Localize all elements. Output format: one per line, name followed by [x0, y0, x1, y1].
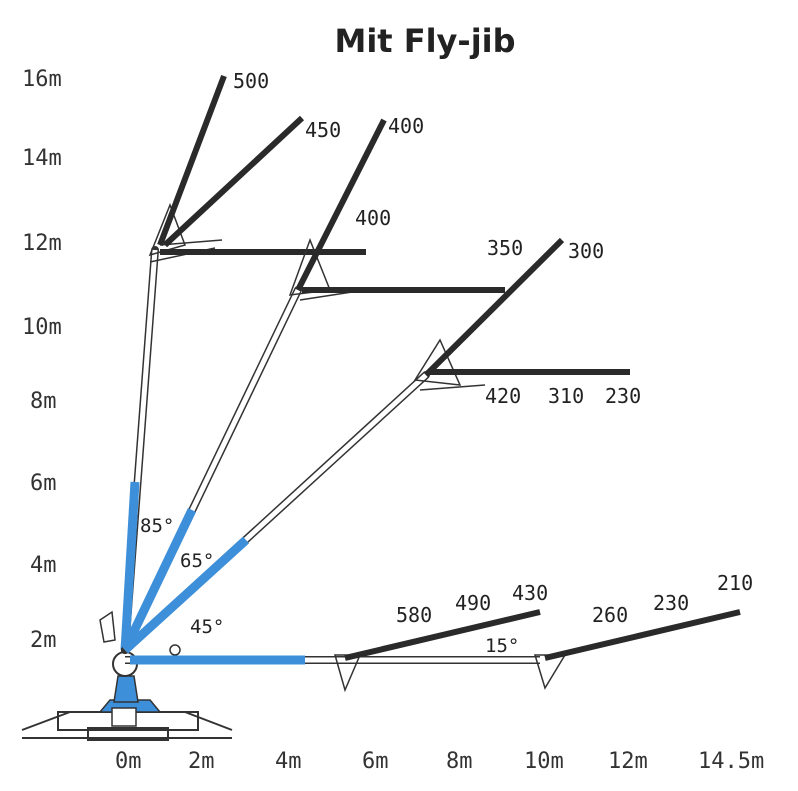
boom-horizontal	[125, 654, 567, 693]
x-tick-10m: 10m	[524, 749, 564, 774]
y-tick-16m: 16m	[22, 67, 62, 92]
jib-horizontal-long	[544, 609, 741, 661]
load-230-long: 230	[653, 591, 689, 615]
angle-85-label: 85°	[140, 515, 174, 537]
y-tick-12m: 12m	[22, 231, 62, 256]
load-450: 450	[305, 118, 341, 142]
load-210: 210	[717, 571, 753, 595]
load-430: 430	[512, 581, 548, 605]
x-tick-14-5m: 14.5m	[698, 749, 764, 774]
slewing-column	[113, 675, 139, 703]
load-400-tip: 400	[388, 114, 424, 138]
load-500: 500	[233, 69, 269, 93]
jib-horizontal-short	[344, 609, 541, 661]
jib-45-steep	[423, 237, 565, 378]
crane-base	[21, 610, 233, 741]
y-tick-2m: 2m	[30, 628, 57, 653]
load-580: 580	[396, 603, 432, 627]
jib-65-steep	[295, 118, 387, 292]
x-tick-12m: 12m	[608, 749, 648, 774]
load-260: 260	[592, 603, 628, 627]
load-400-jib: 400	[355, 206, 391, 230]
load-300: 300	[568, 239, 604, 263]
y-axis: 16m 14m 12m 10m 8m 6m 4m 2m	[22, 67, 62, 653]
load-310: 310	[548, 384, 584, 408]
angle-15-label: 15°	[485, 635, 519, 657]
angle-65-label: 65°	[180, 550, 214, 572]
boom-45	[121, 338, 486, 654]
jib-85-steep	[157, 74, 227, 247]
x-tick-0m: 0m	[115, 749, 142, 774]
boom-65	[120, 237, 366, 654]
x-tick-6m: 6m	[362, 749, 389, 774]
x-tick-8m: 8m	[446, 749, 473, 774]
x-tick-4m: 4m	[275, 749, 302, 774]
jib-85-mid	[162, 115, 305, 248]
load-490: 490	[455, 591, 491, 615]
y-tick-10m: 10m	[22, 315, 62, 340]
x-tick-2m: 2m	[188, 749, 215, 774]
load-350: 350	[487, 236, 523, 260]
load-420: 420	[485, 384, 521, 408]
diagram-title: Mit Fly-jib	[334, 22, 515, 60]
load-230: 230	[605, 384, 641, 408]
angle-45-label: 45°	[190, 616, 224, 638]
y-tick-14m: 14m	[22, 146, 62, 171]
boom-85	[120, 202, 223, 654]
y-tick-4m: 4m	[30, 553, 57, 578]
y-tick-6m: 6m	[30, 471, 57, 496]
y-tick-8m: 8m	[30, 389, 57, 414]
x-axis: 0m 2m 4m 6m 8m 10m 12m 14.5m	[115, 749, 764, 774]
